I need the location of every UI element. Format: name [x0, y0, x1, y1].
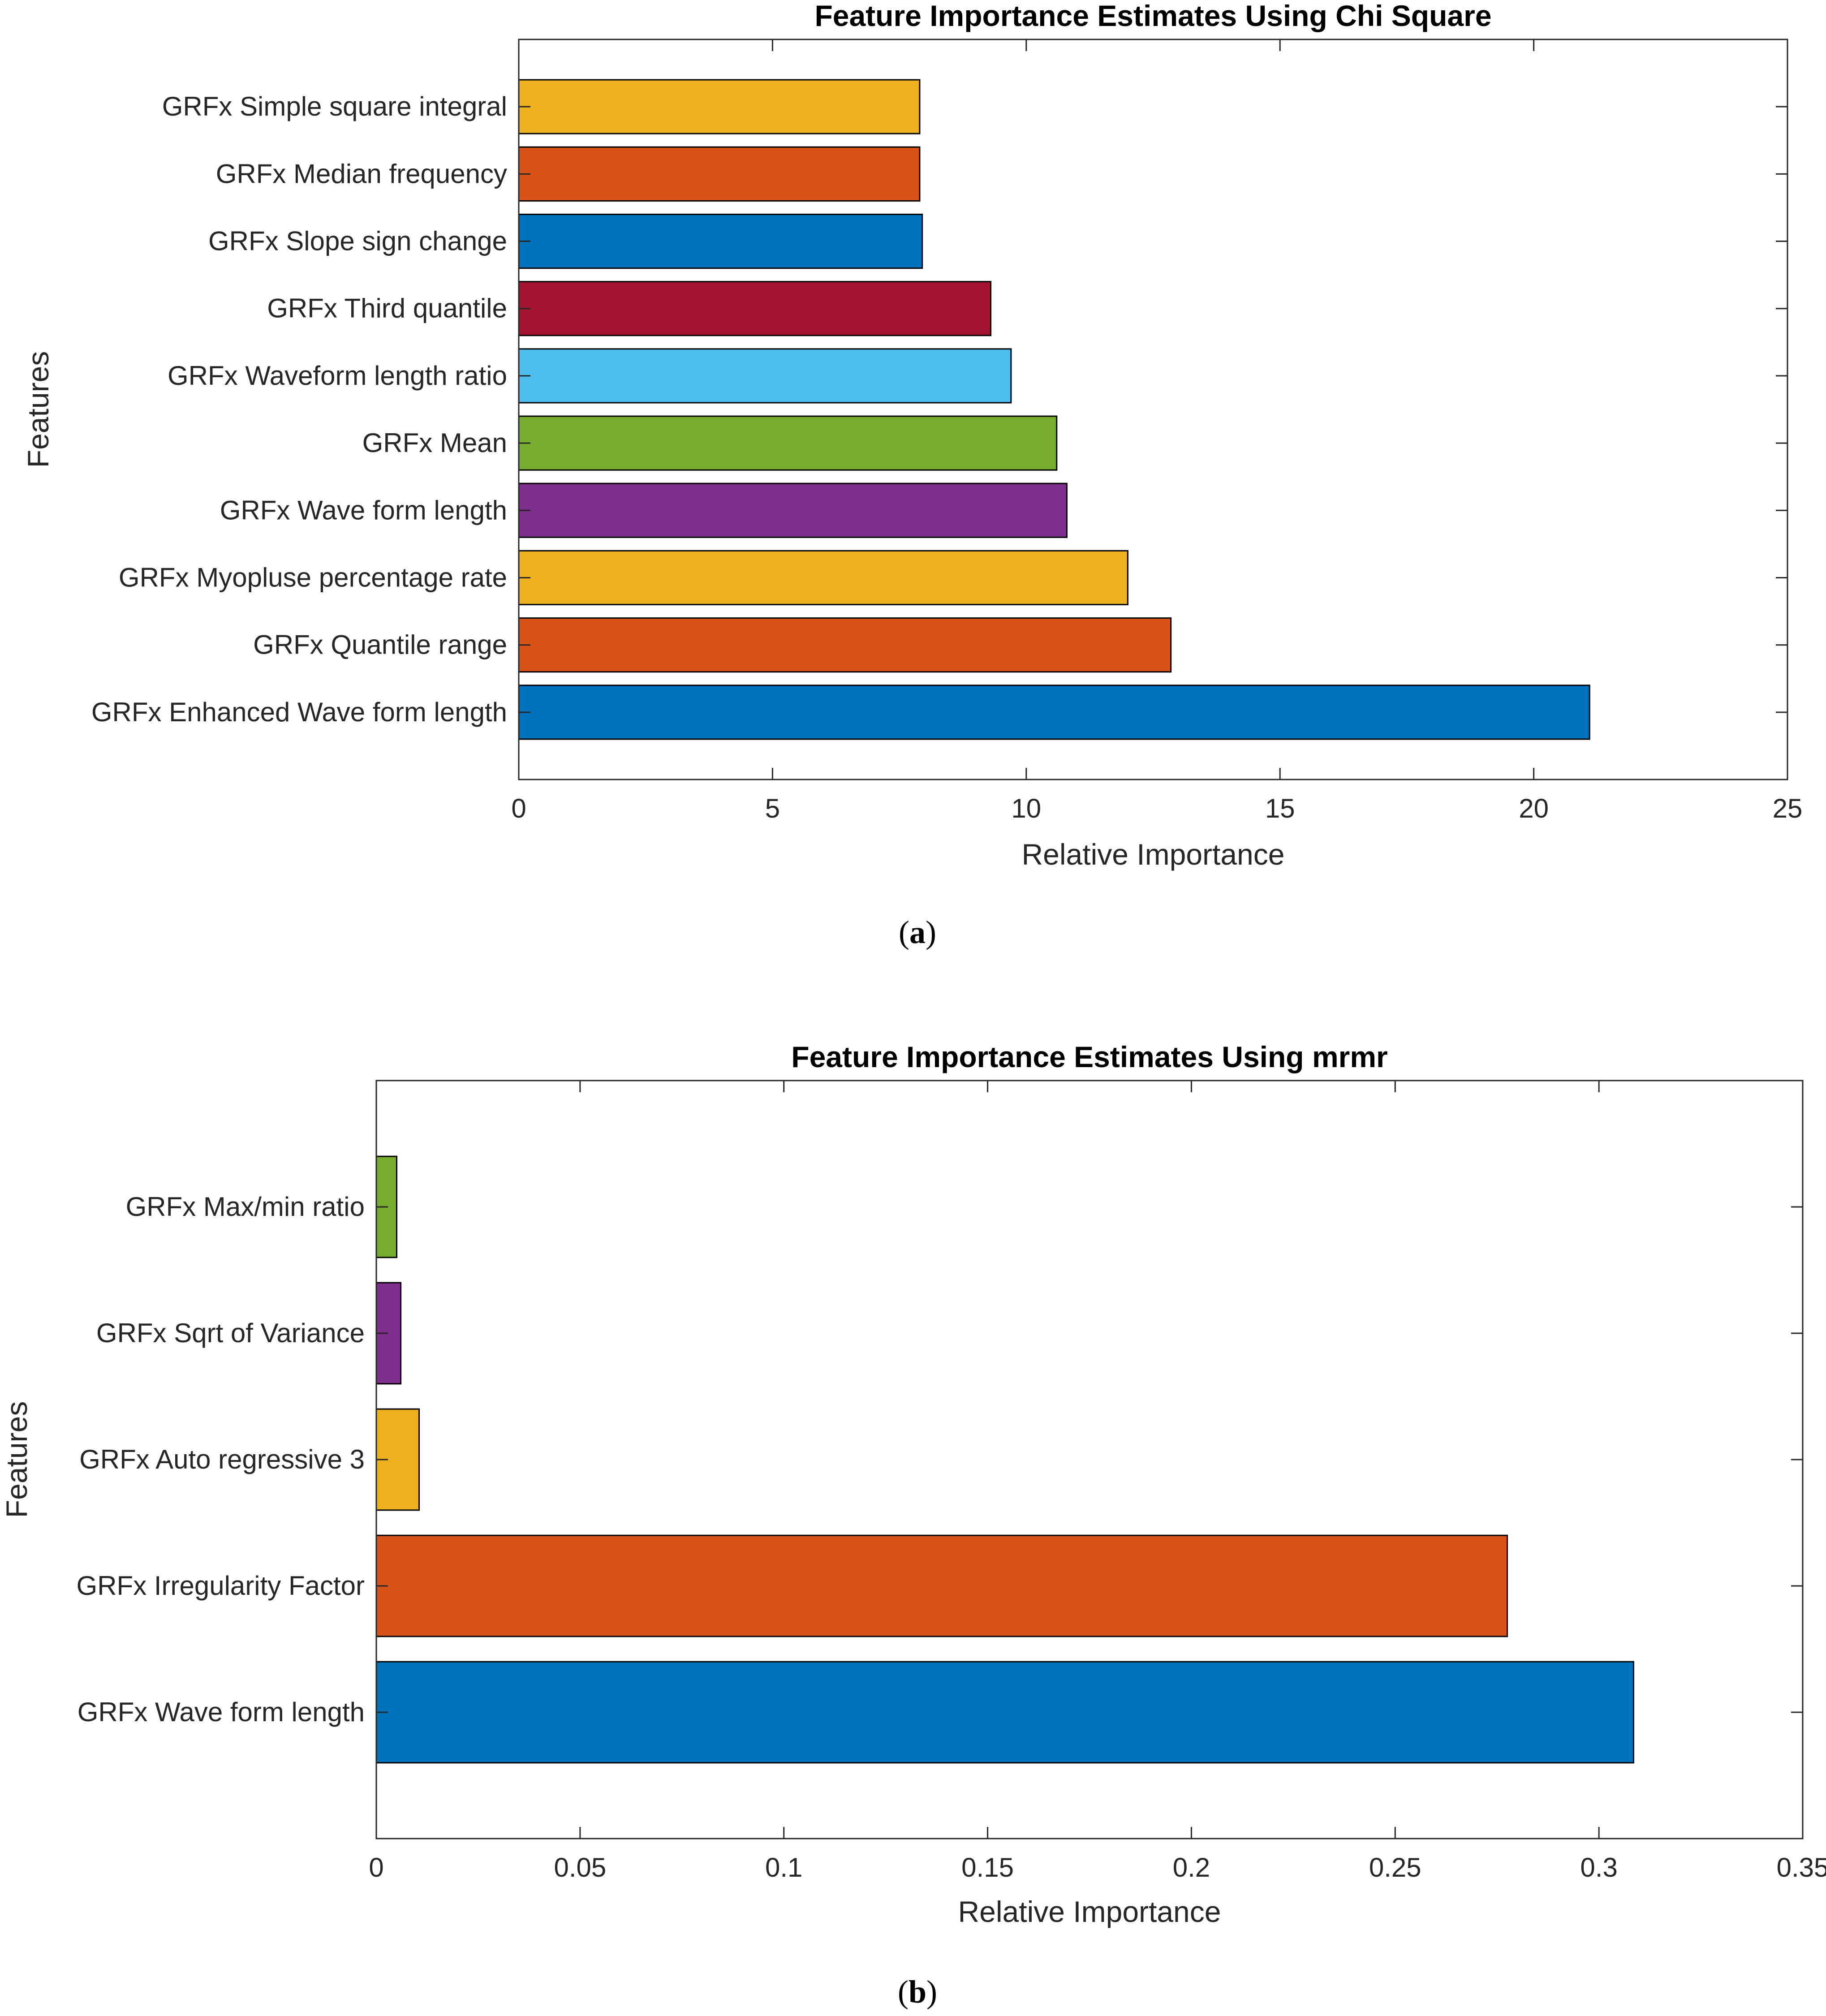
- y-axis-label: Features: [0, 1401, 33, 1518]
- x-tick-label: 0.15: [961, 1852, 1014, 1882]
- x-tick-label: 0: [511, 793, 526, 823]
- y-category-label: GRFx Waveform length ratio: [168, 361, 507, 391]
- bar-2: [375, 1534, 1508, 1637]
- bar-4: [518, 482, 1068, 538]
- x-tick-label: 10: [1011, 793, 1041, 823]
- y-category-label: GRFx Wave form length: [220, 495, 507, 525]
- x-axis-label: Relative Importance: [1022, 838, 1285, 871]
- bar-2: [518, 617, 1172, 673]
- x-tick-label: 0.25: [1369, 1852, 1421, 1882]
- caption-a: (a): [899, 914, 936, 950]
- y-category-label: GRFx Mean: [362, 428, 507, 458]
- chart-title: Feature Importance Estimates Using Chi S…: [814, 0, 1491, 32]
- x-tick-label: 0.35: [1777, 1852, 1826, 1882]
- bar-1: [518, 685, 1590, 740]
- x-tick-label: 0.3: [1580, 1852, 1617, 1882]
- y-axis-label: Features: [22, 351, 55, 468]
- x-tick-label: 25: [1773, 793, 1803, 823]
- bar-8: [518, 213, 923, 269]
- plot-area: [518, 39, 1788, 780]
- y-category-label: GRFx Enhanced Wave form length: [91, 697, 507, 727]
- x-tick-label: 15: [1265, 793, 1295, 823]
- x-tick-label: 0.1: [765, 1852, 802, 1882]
- bar-3: [518, 550, 1128, 606]
- x-tick-label: 0: [369, 1852, 383, 1882]
- y-category-label: GRFx Simple square integral: [162, 91, 507, 121]
- bar-6: [518, 348, 1012, 404]
- x-tick-label: 5: [765, 793, 780, 823]
- bar-7: [518, 281, 992, 336]
- y-category-label: GRFx Wave form length: [78, 1697, 365, 1727]
- y-category-label: GRFx Third quantile: [267, 293, 507, 323]
- bar-10: [518, 79, 921, 134]
- caption-b: (b): [897, 1974, 937, 2010]
- y-category-label: GRFx Slope sign change: [208, 226, 507, 256]
- y-category-label: GRFx Auto regressive 3: [79, 1444, 365, 1474]
- y-category-label: GRFx Myopluse percentage rate: [119, 562, 507, 592]
- x-tick-label: 0.05: [554, 1852, 606, 1882]
- y-category-label: GRFx Irregularity Factor: [77, 1571, 365, 1601]
- y-category-label: GRFx Quantile range: [253, 630, 507, 660]
- x-axis-label: Relative Importance: [958, 1895, 1221, 1928]
- bar-9: [518, 146, 921, 202]
- bar-1: [375, 1661, 1634, 1764]
- x-tick-label: 0.2: [1173, 1852, 1210, 1882]
- chart-title: Feature Importance Estimates Using mrmr: [791, 1040, 1387, 1073]
- mrmr-chart: Feature Importance Estimates Using mrmr 0…: [0, 1040, 1826, 1928]
- x-tick-label: 20: [1519, 793, 1549, 823]
- y-category-label: GRFx Max/min ratio: [126, 1192, 365, 1222]
- y-category-label: GRFx Median frequency: [216, 159, 507, 189]
- bar-5: [518, 415, 1058, 471]
- chi-square-chart: Feature Importance Estimates Using Chi S…: [22, 0, 1802, 871]
- y-category-label: GRFx Sqrt of Variance: [96, 1318, 365, 1348]
